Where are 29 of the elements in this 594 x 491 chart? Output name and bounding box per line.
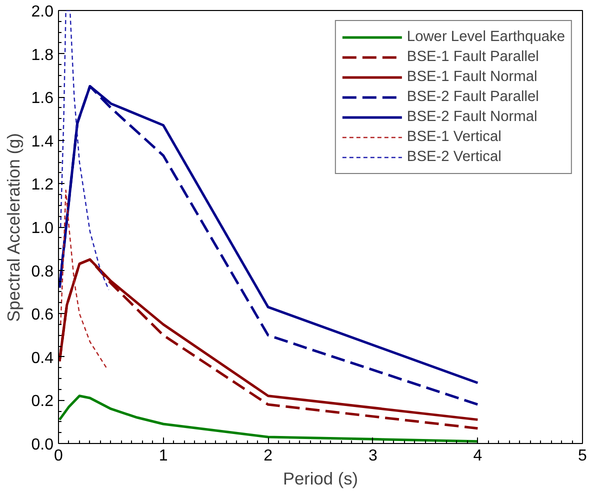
- y-tick-label: 1.4: [31, 133, 54, 150]
- y-tick-label: 1.8: [31, 46, 54, 64]
- y-tick-label: 1.0: [31, 220, 54, 237]
- x-axis-title: Period (s): [282, 468, 358, 488]
- x-tick-label: 3: [368, 448, 378, 464]
- x-tick-label: 2: [264, 448, 273, 464]
- line-series: [60, 10, 110, 290]
- legend-label: BSE-2 Vertical: [406, 148, 502, 166]
- y-tick-label: 1.6: [31, 90, 54, 108]
- x-tick-label: 4: [473, 448, 482, 464]
- y-tick-label: 0.4: [31, 350, 54, 367]
- y-tick-label: 2.0: [31, 4, 54, 20]
- legend-label: Lower Level Earthquake: [406, 28, 565, 46]
- legend-label: BSE-1 Fault Parallel: [406, 48, 539, 66]
- line-series: [60, 190, 108, 370]
- y-tick-label: 0.0: [31, 436, 54, 454]
- legend-label: BSE-2 Fault Normal: [406, 108, 538, 126]
- x-tick-label: 5: [578, 448, 588, 464]
- legend-label: BSE-1 Fault Normal: [406, 68, 538, 86]
- y-axis-title: Spectral Acceleration (g): [3, 133, 24, 322]
- y-tick-label: 0.2: [31, 393, 54, 410]
- x-tick-label: 1: [158, 448, 168, 464]
- y-tick-label: 0.8: [31, 263, 54, 280]
- x-tick-label: 0: [54, 448, 64, 464]
- legend-label: BSE-1 Vertical: [406, 128, 502, 146]
- y-tick-label: 1.2: [31, 176, 54, 194]
- legend-label: BSE-2 Fault Parallel: [406, 88, 539, 106]
- y-tick-label: 0.6: [31, 306, 54, 324]
- line-series: [58, 394, 479, 443]
